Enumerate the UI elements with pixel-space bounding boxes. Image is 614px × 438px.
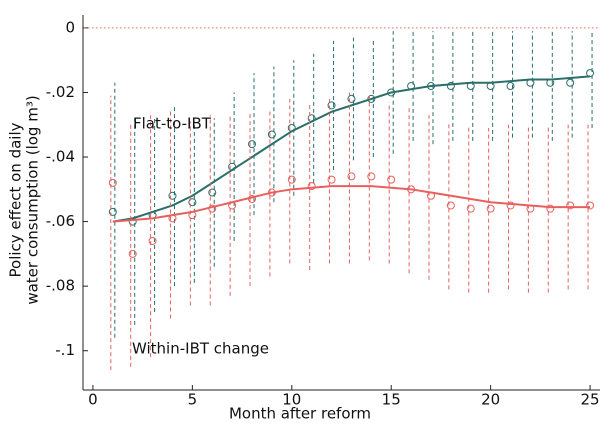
point-estimate bbox=[466, 82, 475, 91]
x-tick-label: 0 bbox=[88, 391, 98, 409]
point-estimate bbox=[128, 217, 137, 226]
point-estimate bbox=[506, 82, 515, 91]
x-axis-label: Month after reform bbox=[229, 405, 371, 423]
y-tick-label: -.1 bbox=[55, 341, 75, 359]
point-estimate bbox=[327, 175, 336, 184]
point-estimate bbox=[228, 162, 237, 171]
point-estimate bbox=[446, 82, 455, 91]
point-estimate bbox=[327, 101, 336, 110]
point-estimate bbox=[426, 82, 435, 91]
y-tick-label: -.04 bbox=[46, 148, 75, 166]
point-estimate bbox=[307, 182, 316, 191]
y-tick-label: -.06 bbox=[46, 212, 75, 230]
point-estimate bbox=[586, 201, 595, 210]
point-estimate bbox=[108, 207, 117, 216]
point-estimate bbox=[546, 78, 555, 87]
y-axis-label: water consumption (log m³) bbox=[24, 95, 42, 304]
series-annotation: Flat-to-IBT bbox=[133, 115, 212, 133]
point-estimate bbox=[208, 188, 217, 197]
point-estimate bbox=[267, 130, 276, 139]
point-estimate bbox=[367, 172, 376, 181]
point-estimate bbox=[108, 178, 117, 187]
point-estimate bbox=[168, 191, 177, 200]
y-axis-label: Policy effect on daily bbox=[7, 122, 25, 277]
point-estimate bbox=[287, 123, 296, 132]
point-estimate bbox=[128, 249, 137, 258]
point-estimate bbox=[228, 201, 237, 210]
y-tick-label: 0 bbox=[65, 18, 75, 36]
point-estimate bbox=[347, 94, 356, 103]
fit-line bbox=[112, 75, 591, 223]
x-tick-label: 25 bbox=[581, 391, 600, 409]
point-estimate bbox=[248, 195, 257, 203]
point-estimate bbox=[566, 201, 575, 210]
point-estimate bbox=[367, 94, 376, 103]
point-estimate bbox=[267, 188, 276, 197]
point-estimate bbox=[307, 114, 316, 123]
point-estimate bbox=[566, 78, 575, 87]
point-estimate bbox=[446, 201, 455, 210]
point-estimate bbox=[426, 191, 435, 200]
point-estimate bbox=[148, 236, 157, 245]
point-estimate bbox=[248, 140, 257, 149]
x-tick-label: 20 bbox=[481, 391, 500, 409]
x-tick-label: 10 bbox=[282, 391, 301, 409]
point-estimate bbox=[347, 172, 356, 181]
y-tick-label: -.02 bbox=[46, 83, 75, 101]
point-estimate bbox=[486, 204, 495, 213]
y-tick-label: -.08 bbox=[46, 277, 75, 295]
point-estimate bbox=[506, 201, 515, 210]
point-estimate bbox=[407, 185, 416, 194]
point-estimate bbox=[546, 204, 555, 213]
point-estimate bbox=[407, 82, 416, 91]
x-tick-label: 5 bbox=[188, 391, 198, 409]
point-estimate bbox=[387, 88, 396, 97]
point-estimate bbox=[486, 82, 495, 91]
x-tick-label: 15 bbox=[382, 391, 401, 409]
series-annotation: Within-IBT change bbox=[132, 340, 269, 358]
point-estimate bbox=[526, 204, 535, 213]
point-estimate bbox=[287, 175, 296, 184]
point-estimate bbox=[188, 198, 197, 207]
point-estimate bbox=[188, 211, 197, 220]
point-estimate bbox=[586, 69, 595, 78]
point-estimate bbox=[168, 214, 177, 223]
point-estimate bbox=[208, 204, 217, 213]
point-estimate bbox=[526, 78, 535, 87]
point-estimate bbox=[387, 175, 396, 184]
fit-line bbox=[112, 185, 591, 223]
point-estimate bbox=[466, 204, 475, 213]
